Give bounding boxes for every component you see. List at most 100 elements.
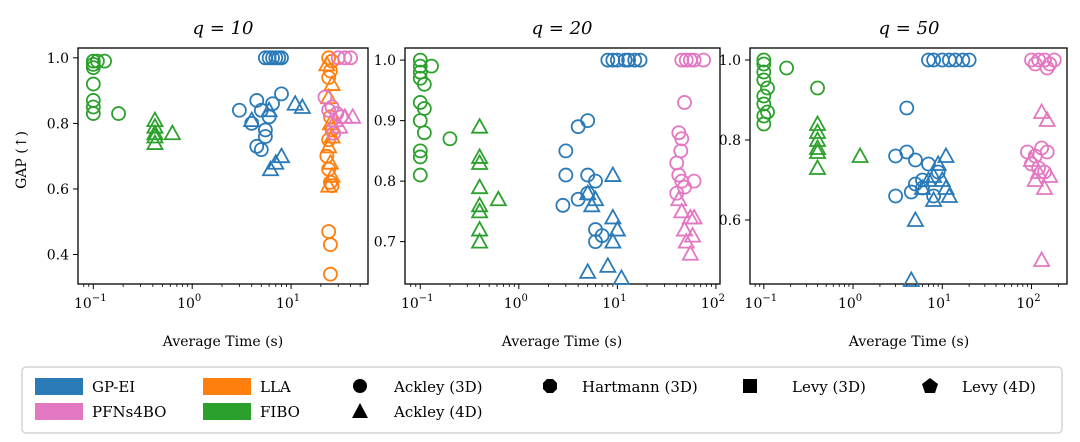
data-point-triangle xyxy=(470,202,489,219)
y-tick-label: 0.8 xyxy=(374,174,396,190)
data-point-triangle xyxy=(685,208,704,225)
x-tick-label: 101 xyxy=(276,293,300,312)
legend-label: LLA xyxy=(260,378,291,396)
x-tick-label: 100 xyxy=(177,293,201,312)
pentagon-marker-icon xyxy=(922,378,938,393)
data-point-circle xyxy=(686,52,702,68)
y-tick-label: 0.7 xyxy=(374,235,396,251)
x-tick-label: 10−1 xyxy=(74,293,107,312)
x-tick-label: 101 xyxy=(927,293,951,312)
data-point-circle xyxy=(756,64,772,80)
data-point-triangle xyxy=(1035,178,1054,195)
y-tick-label: 0.4 xyxy=(47,248,69,264)
data-point-triangle xyxy=(940,186,959,203)
panel-title: q = 20 xyxy=(532,18,593,39)
data-point-circle xyxy=(249,138,265,154)
data-point-triangle xyxy=(578,262,597,279)
legend-entry-ackley-4d: Ackley (4D) xyxy=(352,403,483,421)
x-tick-label: 102 xyxy=(701,293,725,312)
data-point-triangle xyxy=(582,195,601,213)
data-point-triangle xyxy=(470,195,489,213)
data-point-circle xyxy=(424,58,439,74)
data-point-circle xyxy=(317,89,333,105)
legend-entry-lla: LLA xyxy=(203,378,291,396)
data-point-circle xyxy=(321,224,337,239)
legend-swatch xyxy=(203,403,251,420)
legend-label: Ackley (4D) xyxy=(393,403,483,421)
data-point-triangle xyxy=(242,110,261,128)
x-tick-label: 100 xyxy=(504,293,528,312)
data-point-triangle xyxy=(319,136,338,154)
data-point-triangle xyxy=(603,208,622,225)
data-point-circle xyxy=(274,50,289,66)
data-point-triangle xyxy=(603,165,622,182)
data-point-circle xyxy=(244,115,260,131)
data-point-triangle xyxy=(851,146,870,163)
data-point-circle xyxy=(274,86,289,102)
data-point-circle xyxy=(955,52,971,68)
y-tick-label: 0.8 xyxy=(719,133,741,149)
data-point-triangle xyxy=(936,146,955,163)
legend-label: PFNs4BO xyxy=(92,403,166,421)
data-point-triangle xyxy=(902,270,921,287)
data-point-circle xyxy=(669,155,685,171)
triangle-marker-icon xyxy=(352,403,368,418)
y-tick-label: 0.8 xyxy=(47,116,69,132)
data-point-triangle xyxy=(672,202,691,219)
data-point-circle xyxy=(323,266,338,282)
data-point-circle xyxy=(899,144,915,160)
data-point-circle xyxy=(416,125,432,141)
data-point-circle xyxy=(677,95,692,110)
panel-title: q = 50 xyxy=(879,18,940,39)
octagon-marker-icon xyxy=(543,379,557,393)
data-point-triangle xyxy=(261,159,280,177)
data-point-triangle xyxy=(669,189,688,207)
plot-frame xyxy=(404,47,721,285)
data-point-circle xyxy=(111,106,126,121)
data-point-circle xyxy=(1039,144,1055,160)
data-point-triangle xyxy=(145,127,164,144)
data-point-circle xyxy=(588,234,603,250)
data-point-triangle xyxy=(330,117,349,134)
data-point-triangle xyxy=(808,138,827,155)
data-point-triangle xyxy=(612,268,631,285)
data-point-circle xyxy=(888,188,904,204)
data-point-circle xyxy=(756,72,772,88)
data-point-triangle xyxy=(145,123,164,141)
data-point-triangle xyxy=(598,256,617,273)
data-point-triangle xyxy=(163,123,182,141)
data-point-circle xyxy=(779,60,794,76)
data-point-triangle xyxy=(343,107,362,124)
data-point-triangle xyxy=(924,190,943,207)
legend-swatch xyxy=(35,378,83,395)
data-point-triangle xyxy=(470,147,489,164)
data-point-circle xyxy=(558,143,574,159)
data-point-circle xyxy=(621,52,636,68)
data-point-circle xyxy=(600,52,616,68)
data-point-circle xyxy=(632,52,648,68)
legend: GP-EI PFNs4BO LLA FIBO Ackley (3D) Ackle… xyxy=(21,366,1063,434)
legend-label: FIBO xyxy=(260,403,300,421)
data-point-triangle xyxy=(470,117,489,134)
legend-swatch xyxy=(35,403,83,420)
legend-entry-gp-ei: GP-EI xyxy=(35,378,135,396)
data-point-triangle xyxy=(578,183,597,201)
data-point-circle xyxy=(580,113,596,129)
y-tick-label: 0.9 xyxy=(374,114,396,130)
y-tick-label: 0.6 xyxy=(719,213,741,229)
data-point-circle xyxy=(85,76,101,92)
panel-title-text: q = 10 xyxy=(193,18,254,39)
data-point-triangle xyxy=(1032,102,1051,119)
data-point-circle xyxy=(257,129,273,144)
legend-swatch xyxy=(203,378,251,395)
data-point-triangle xyxy=(906,210,925,227)
data-point-circle xyxy=(442,131,458,147)
data-point-circle xyxy=(412,143,428,159)
data-point-triangle xyxy=(1040,166,1059,183)
data-point-triangle xyxy=(608,220,627,237)
legend-entry-ackley-3d: Ackley (3D) xyxy=(353,378,483,396)
legend-entry-hartmann-3d: Hartmann (3D) xyxy=(543,378,698,396)
square-marker-icon xyxy=(743,379,757,393)
data-point-triangle xyxy=(1038,110,1057,127)
data-point-circle xyxy=(760,80,775,96)
